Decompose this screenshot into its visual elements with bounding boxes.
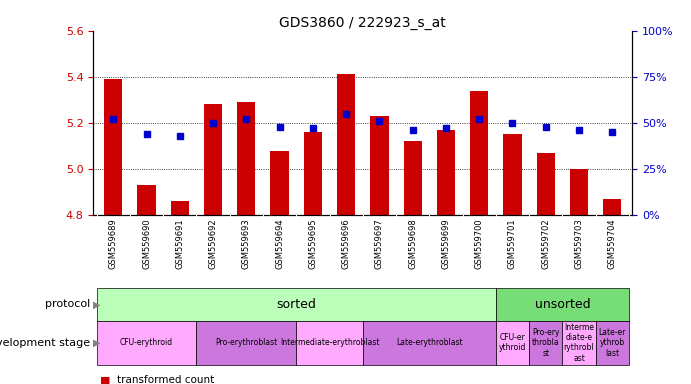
Text: transformed count: transformed count — [117, 375, 215, 384]
Bar — [363, 321, 496, 365]
Text: GSM559689: GSM559689 — [108, 219, 117, 270]
Text: GSM559700: GSM559700 — [475, 219, 484, 269]
Text: GSM559698: GSM559698 — [408, 219, 417, 270]
Text: ▶: ▶ — [93, 299, 101, 310]
Text: ▶: ▶ — [93, 338, 101, 348]
Text: GSM559691: GSM559691 — [176, 219, 184, 269]
Bar — [496, 288, 629, 321]
Bar — [171, 201, 189, 215]
Text: ■: ■ — [100, 375, 111, 384]
Text: unsorted: unsorted — [535, 298, 590, 311]
Bar — [537, 153, 555, 215]
Title: GDS3860 / 222923_s_at: GDS3860 / 222923_s_at — [279, 16, 446, 30]
Bar — [97, 321, 196, 365]
Bar — [97, 288, 496, 321]
Text: GSM559701: GSM559701 — [508, 219, 517, 269]
Text: Late-er
ythrob
last: Late-er ythrob last — [598, 328, 626, 358]
Text: Late-erythroblast: Late-erythroblast — [396, 338, 463, 347]
Bar — [503, 134, 522, 215]
Text: GSM559703: GSM559703 — [574, 219, 583, 270]
Text: GSM559694: GSM559694 — [275, 219, 284, 269]
Text: Interme
diate-e
rythrobl
ast: Interme diate-e rythrobl ast — [564, 323, 594, 363]
Bar — [470, 91, 489, 215]
Text: GSM559704: GSM559704 — [608, 219, 617, 269]
Bar — [296, 321, 363, 365]
Bar — [529, 321, 562, 365]
Text: development stage: development stage — [0, 338, 90, 348]
Text: CFU-er
ythroid: CFU-er ythroid — [499, 333, 526, 353]
Bar — [562, 321, 596, 365]
Text: sorted: sorted — [276, 298, 316, 311]
Bar — [237, 102, 256, 215]
Text: GSM559697: GSM559697 — [375, 219, 384, 270]
Bar — [204, 104, 223, 215]
Text: GSM559693: GSM559693 — [242, 219, 251, 270]
Text: Pro-ery
throbla
st: Pro-ery throbla st — [532, 328, 560, 358]
Bar — [104, 79, 122, 215]
Text: protocol: protocol — [45, 299, 90, 310]
Text: GSM559692: GSM559692 — [209, 219, 218, 269]
Bar — [596, 321, 629, 365]
Bar — [603, 199, 621, 215]
Bar — [304, 132, 322, 215]
Bar — [570, 169, 588, 215]
Bar — [496, 321, 529, 365]
Bar — [270, 151, 289, 215]
Text: Pro-erythroblast: Pro-erythroblast — [215, 338, 278, 347]
Text: CFU-erythroid: CFU-erythroid — [120, 338, 173, 347]
Bar — [196, 321, 296, 365]
Text: Intermediate-erythroblast: Intermediate-erythroblast — [280, 338, 379, 347]
Text: GSM559696: GSM559696 — [341, 219, 350, 270]
Text: GSM559690: GSM559690 — [142, 219, 151, 269]
Bar — [437, 130, 455, 215]
Bar — [370, 116, 388, 215]
Bar — [404, 141, 422, 215]
Bar — [138, 185, 155, 215]
Text: GSM559695: GSM559695 — [308, 219, 317, 269]
Bar — [337, 74, 355, 215]
Text: GSM559699: GSM559699 — [442, 219, 451, 269]
Text: GSM559702: GSM559702 — [541, 219, 550, 269]
